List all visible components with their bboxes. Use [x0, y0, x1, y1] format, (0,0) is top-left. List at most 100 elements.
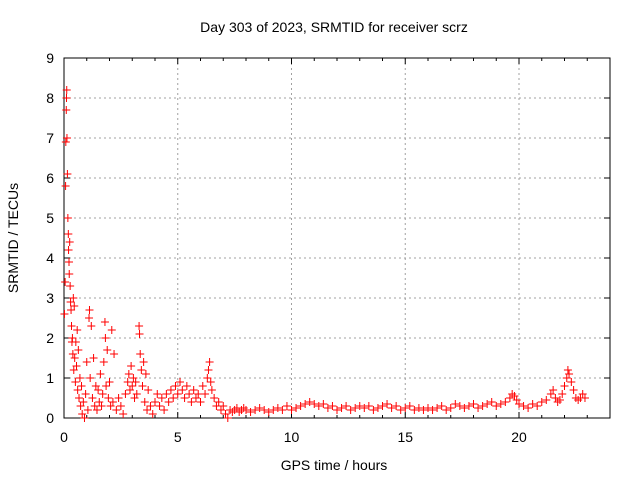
- data-point: [221, 410, 230, 418]
- data-point: [148, 410, 157, 418]
- x-tick-label: 20: [511, 429, 527, 445]
- data-point: [205, 358, 214, 366]
- data-point: [65, 258, 74, 266]
- data-point: [64, 230, 73, 238]
- data-point: [455, 402, 464, 410]
- axis-ticks: 0 5 10 15 20 0 1 2 3 4 5 6 7 8 9: [46, 50, 611, 445]
- data-point: [81, 390, 90, 398]
- data-point: [232, 404, 241, 412]
- data-point: [166, 386, 175, 394]
- data-point: [305, 398, 314, 406]
- data-point: [310, 400, 319, 408]
- data-point: [187, 398, 196, 406]
- grid-lines: [64, 58, 610, 418]
- data-point: [328, 402, 337, 410]
- data-point: [63, 214, 72, 222]
- data-point: [178, 386, 187, 394]
- y-tick-label: 5: [46, 210, 54, 226]
- data-point: [537, 398, 546, 406]
- data-point: [451, 400, 460, 408]
- data-point: [549, 386, 558, 394]
- data-point: [132, 390, 141, 398]
- data-point: [560, 382, 569, 390]
- data-point: [160, 406, 169, 414]
- data-point: [98, 390, 107, 398]
- data-point: [104, 394, 113, 402]
- data-point: [524, 404, 533, 412]
- y-axis-title: SRMTID / TECUs: [5, 183, 21, 293]
- data-point: [78, 410, 87, 418]
- data-point: [323, 404, 332, 412]
- data-point: [69, 294, 78, 302]
- y-tick-label: 3: [46, 290, 54, 306]
- data-point: [478, 402, 487, 410]
- data-point: [405, 402, 414, 410]
- data-point: [73, 386, 82, 394]
- y-tick-label: 4: [46, 250, 54, 266]
- data-point: [162, 390, 171, 398]
- data-point: [373, 404, 382, 412]
- data-point: [355, 402, 364, 410]
- data-point: [151, 398, 159, 406]
- data-point: [121, 390, 130, 398]
- data-point: [216, 406, 225, 414]
- data-point: [157, 394, 166, 402]
- data-point: [72, 362, 81, 370]
- data-point: [138, 382, 147, 390]
- data-point: [264, 408, 273, 416]
- data-point: [119, 410, 128, 418]
- data-point: [96, 370, 105, 378]
- data-point: [66, 282, 75, 290]
- data-point: [77, 382, 86, 390]
- data-point: [182, 382, 191, 390]
- data-point: [60, 310, 69, 318]
- data-point: [392, 402, 401, 410]
- data-point: [62, 134, 71, 142]
- data-point: [68, 334, 77, 342]
- data-point: [487, 398, 496, 406]
- data-point: [546, 390, 555, 398]
- data-point: [565, 370, 574, 378]
- data-point: [508, 390, 517, 398]
- data-point: [75, 394, 84, 402]
- data-point: [574, 396, 583, 404]
- data-point: [333, 406, 341, 414]
- data-point: [269, 406, 278, 414]
- data-point: [141, 370, 150, 378]
- data-point: [528, 400, 537, 408]
- data-point: [164, 398, 173, 406]
- data-point: [124, 370, 133, 378]
- data-point: [171, 382, 180, 390]
- data-point: [207, 386, 216, 394]
- data-point: [103, 346, 112, 354]
- data-point: [214, 398, 223, 406]
- data-point: [130, 394, 139, 402]
- data-point: [180, 394, 189, 402]
- data-point: [369, 406, 378, 414]
- data-point: [428, 406, 437, 414]
- data-point: [139, 358, 148, 366]
- data-point: [314, 402, 323, 410]
- data-point: [282, 402, 291, 410]
- data-point: [201, 390, 210, 398]
- data-point: [278, 406, 287, 414]
- data-point: [515, 400, 523, 408]
- data-point: [62, 86, 71, 94]
- data-point: [346, 406, 355, 414]
- data-point: [219, 402, 228, 410]
- data-point: [569, 386, 578, 394]
- data-point: [61, 138, 70, 146]
- data-point: [128, 382, 137, 390]
- data-point: [512, 396, 521, 404]
- data-point: [563, 366, 572, 374]
- data-point: [553, 398, 562, 406]
- data-point: [542, 396, 551, 404]
- data-point: [85, 306, 94, 314]
- data-point: [383, 400, 392, 408]
- data-point: [387, 404, 396, 412]
- data-point: [533, 402, 542, 410]
- data-point: [378, 402, 387, 410]
- data-point: [176, 378, 185, 386]
- data-point: [67, 322, 76, 330]
- data-point: [228, 408, 237, 416]
